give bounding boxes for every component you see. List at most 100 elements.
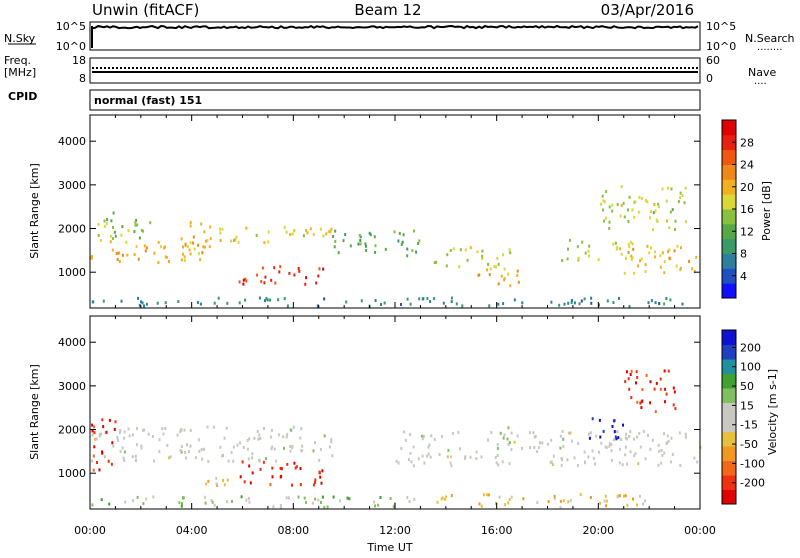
heatmap-cell — [622, 494, 625, 498]
heatmap-cell — [649, 210, 652, 214]
heatmap-cell — [91, 433, 94, 437]
heatmap-cell — [627, 208, 629, 212]
heatmap-cell — [457, 430, 460, 434]
heatmap-cell — [273, 447, 276, 451]
heatmap-cell — [206, 425, 209, 429]
heatmap-cell — [203, 447, 205, 451]
heatmap-cell — [647, 434, 649, 437]
heatmap-cell — [696, 460, 699, 464]
heatmap-cell — [192, 241, 195, 245]
nsearch-legend-dots: ........ — [757, 42, 782, 53]
colorbar-tick-label: 15 — [740, 399, 754, 412]
heatmap-cell — [311, 501, 314, 505]
heatmap-cell — [188, 450, 190, 453]
heatmap-cell — [133, 230, 136, 234]
heatmap-cell — [136, 427, 138, 431]
heatmap-cell — [160, 245, 163, 249]
heatmap-cell — [179, 449, 182, 452]
heatmap-cell — [339, 499, 342, 503]
heatmap-cell — [635, 370, 638, 374]
heatmap-cell — [499, 431, 502, 435]
heatmap-cell — [113, 427, 116, 431]
heatmap-cell — [615, 437, 618, 441]
heatmap-cell — [619, 214, 622, 218]
heatmap-cell — [509, 251, 512, 255]
colorbar-tick-label: 50 — [740, 380, 754, 393]
heatmap-cell — [666, 219, 668, 223]
heatmap-cell — [365, 248, 368, 252]
heatmap-cell — [96, 461, 98, 464]
heatmap-cell — [415, 250, 418, 254]
heatmap-cell — [481, 249, 484, 253]
heatmap-cell — [571, 299, 573, 302]
heatmap-cell — [259, 437, 262, 440]
heatmap-cell — [180, 237, 183, 241]
heatmap-cell — [404, 438, 407, 442]
heatmap-cell — [321, 469, 324, 473]
heatmap-cell — [552, 454, 555, 458]
date-title: 03/Apr/2016 — [601, 1, 694, 19]
colorbar-swatch — [722, 120, 736, 136]
heatmap-cell — [500, 274, 503, 278]
heatmap-cell — [189, 252, 192, 256]
heatmap-cell — [417, 457, 420, 461]
heatmap-cell — [629, 430, 632, 434]
heatmap-cell — [561, 259, 564, 263]
heatmap-cell — [301, 444, 304, 448]
heatmap-cell — [475, 450, 478, 454]
heatmap-cell — [428, 443, 431, 447]
heatmap-cell — [629, 450, 632, 454]
heatmap-cell — [286, 462, 289, 466]
heatmap-cell — [588, 244, 591, 248]
heatmap-cell — [135, 218, 138, 222]
heatmap-cell — [221, 227, 224, 231]
heatmap-cell — [489, 267, 492, 271]
colorbar-tick-label: 24 — [740, 159, 754, 172]
heatmap-cell — [587, 455, 590, 459]
heatmap-cell — [93, 445, 96, 449]
heatmap-cell — [204, 239, 207, 243]
velocity-heatmap — [91, 369, 702, 509]
heatmap-cell — [222, 479, 224, 482]
heatmap-cell — [334, 240, 337, 243]
heatmap-cell — [91, 503, 94, 507]
heatmap-cell — [624, 256, 627, 260]
heatmap-cell — [684, 435, 687, 439]
heatmap-cell — [486, 268, 489, 272]
heatmap-cell — [122, 456, 125, 460]
velocity-colorbar: 200 100 50 15 -15 -50 -100 -200 — [721, 329, 765, 505]
heatmap-cell — [113, 230, 116, 234]
heatmap-cell — [106, 218, 109, 222]
heatmap-cell — [638, 195, 641, 199]
heatmap-cell — [140, 300, 143, 304]
heatmap-cell — [277, 433, 280, 437]
colorbar-swatch — [722, 253, 736, 269]
heatmap-cell — [177, 300, 180, 303]
heatmap-cell — [657, 202, 660, 206]
heatmap-cell — [384, 247, 387, 251]
nave-tick-bottom: 0 — [706, 72, 713, 85]
heatmap-cell — [342, 239, 345, 243]
heatmap-cell — [107, 459, 110, 463]
heatmap-cell — [648, 251, 651, 255]
heatmap-cell — [449, 455, 452, 459]
heatmap-cell — [659, 377, 662, 381]
heatmap-cell — [502, 302, 505, 306]
heatmap-cell — [583, 450, 586, 454]
heatmap-cell — [667, 250, 669, 254]
heatmap-cell — [144, 249, 147, 253]
heatmap-cell — [614, 435, 617, 439]
heatmap-cell — [605, 445, 608, 449]
heatmap-cell — [279, 265, 282, 269]
heatmap-cell — [298, 269, 301, 273]
heatmap-cell — [635, 381, 637, 385]
heatmap-cell — [263, 426, 265, 430]
heatmap-cell — [153, 251, 156, 255]
heatmap-cell — [497, 463, 500, 467]
heatmap-cell — [117, 251, 120, 255]
heatmap-cell — [606, 299, 609, 303]
heatmap-cell — [680, 246, 682, 250]
colorbar-swatch — [722, 149, 736, 165]
heatmap-cell — [420, 434, 423, 438]
colorbar-tick-label: 200 — [740, 341, 761, 354]
